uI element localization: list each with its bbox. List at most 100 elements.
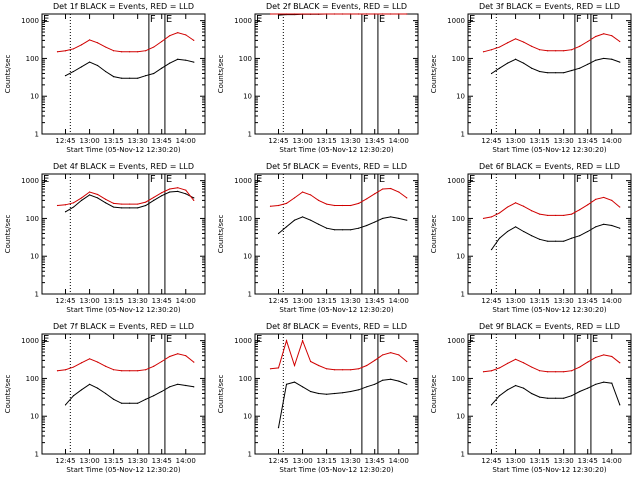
time-marker-label: E xyxy=(379,174,385,185)
x-tick-label: 12:45 xyxy=(268,297,288,305)
y-tick-label: 1000 xyxy=(447,337,465,345)
chart-panel-5: Det 5f BLACK = Events, RED = LLD 1 10 100 10… xyxy=(217,162,419,314)
events-point xyxy=(555,397,557,399)
events-point xyxy=(326,227,328,229)
events-series-line xyxy=(65,383,194,406)
lld-point xyxy=(137,51,139,53)
lld-point xyxy=(56,370,59,372)
lld-point xyxy=(72,202,75,204)
x-tick-label: 13:30 xyxy=(554,137,574,145)
lld-point xyxy=(406,13,408,15)
events-point xyxy=(342,392,344,394)
lld-series-line xyxy=(57,353,195,372)
events-point xyxy=(547,240,549,242)
lld-point xyxy=(309,13,312,15)
lld-point xyxy=(579,366,581,368)
lld-point xyxy=(571,49,573,51)
y-tick-label: 100 xyxy=(239,215,252,223)
y-tick-label: 1000 xyxy=(234,337,252,345)
events-point xyxy=(522,62,525,64)
events-point xyxy=(506,230,509,233)
lld-point xyxy=(506,362,509,365)
events-point xyxy=(563,397,565,399)
events-point xyxy=(277,426,280,429)
events-point xyxy=(129,402,131,404)
events-point xyxy=(104,70,107,73)
events-point xyxy=(177,383,179,385)
lld-point xyxy=(96,361,99,363)
lld-point xyxy=(490,370,493,372)
lld-point xyxy=(169,35,171,37)
lld-point xyxy=(161,40,163,43)
lld-point xyxy=(293,197,296,199)
chart-title: Det 5f BLACK = Events, RED = LLD xyxy=(266,162,407,171)
events-point xyxy=(317,392,320,395)
lld-point xyxy=(563,214,565,217)
x-tick-label: 12:45 xyxy=(55,297,75,305)
lld-point xyxy=(539,49,541,51)
events-point xyxy=(104,202,107,204)
lld-point xyxy=(193,361,195,363)
lld-point xyxy=(522,205,525,207)
events-point xyxy=(80,66,83,68)
corner-marker-label: E xyxy=(256,334,262,345)
events-point xyxy=(595,383,597,385)
plot-frame xyxy=(254,173,419,295)
events-point xyxy=(547,72,549,74)
events-point xyxy=(571,237,573,239)
lld-point xyxy=(490,216,493,218)
events-point xyxy=(382,379,384,381)
lld-point xyxy=(563,50,565,52)
x-tick-label: 13:00 xyxy=(292,457,312,465)
chart-title: Det 1f BLACK = Events, RED = LLD xyxy=(53,2,194,11)
x-axis-label: Start Time (05-Nov-12 12:30:20) xyxy=(279,306,393,314)
lld-point xyxy=(269,368,272,370)
events-point xyxy=(530,392,533,395)
lld-point xyxy=(285,340,288,342)
lld-point xyxy=(104,198,107,200)
y-tick-label: 1 xyxy=(35,451,39,459)
events-point xyxy=(137,77,139,79)
lld-point xyxy=(129,203,131,205)
events-point xyxy=(514,58,517,60)
events-point xyxy=(277,232,280,235)
lld-point xyxy=(88,191,91,193)
events-point xyxy=(309,390,312,393)
x-tick-label: 13:30 xyxy=(128,137,148,145)
chart-panel-6: Det 6f BLACK = Events, RED = LLD 1 10 100 10… xyxy=(430,162,632,314)
lld-point xyxy=(301,13,304,15)
lld-point xyxy=(80,362,83,364)
events-point xyxy=(498,67,501,69)
events-point xyxy=(161,67,163,69)
lld-point xyxy=(342,13,344,15)
lld-point xyxy=(506,206,509,208)
lld-point xyxy=(358,368,360,370)
events-point xyxy=(366,386,368,388)
lld-series-line xyxy=(483,196,621,219)
x-tick-label: 13:30 xyxy=(554,297,574,305)
y-tick-label: 1000 xyxy=(21,337,39,345)
y-tick-label: 1000 xyxy=(21,177,39,185)
events-point xyxy=(603,381,605,383)
x-tick-label: 13:00 xyxy=(79,137,99,145)
x-axis-label: Start Time (05-Nov-12 12:30:20) xyxy=(492,466,606,474)
corner-marker-label: E xyxy=(43,14,49,25)
events-point xyxy=(350,229,352,231)
lld-point xyxy=(96,42,99,44)
lld-point xyxy=(326,368,328,370)
lld-point xyxy=(611,199,613,202)
lld-point xyxy=(193,39,195,42)
x-tick-label: 13:30 xyxy=(341,137,361,145)
lld-point xyxy=(350,369,352,371)
lld-point xyxy=(498,367,501,369)
events-point xyxy=(366,224,368,227)
x-tick-label: 13:15 xyxy=(317,137,337,145)
time-marker-label: E xyxy=(166,334,172,345)
events-point xyxy=(129,207,131,209)
plot-frame xyxy=(254,13,419,135)
events-point xyxy=(285,226,288,228)
time-marker-label: F xyxy=(150,334,156,345)
lld-point xyxy=(56,51,59,53)
x-axis-label: Start Time (05-Nov-12 12:30:20) xyxy=(492,306,606,314)
